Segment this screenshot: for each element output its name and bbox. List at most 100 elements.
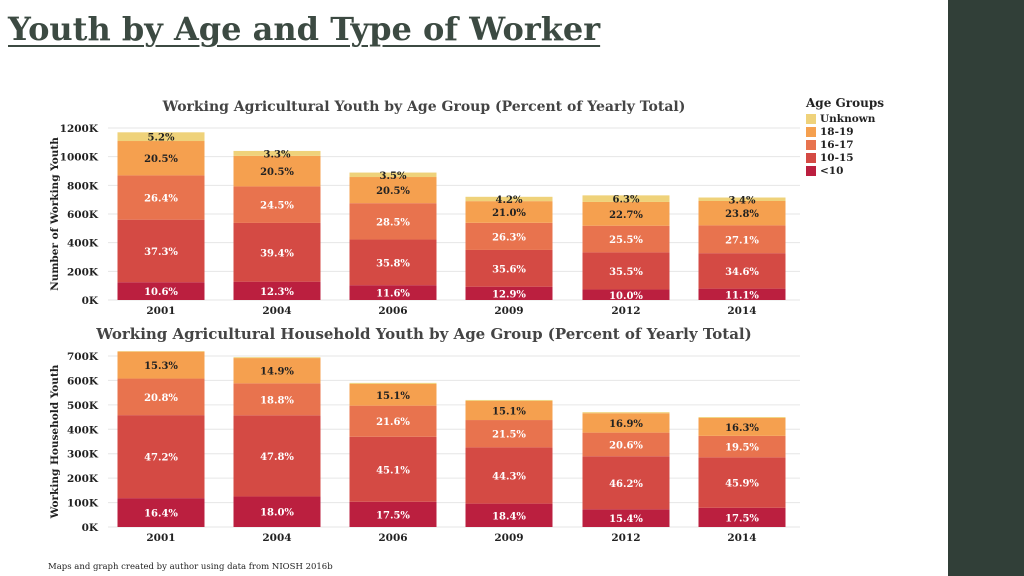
x-tick-label: 2012 bbox=[611, 532, 640, 544]
legend-item-16-17: 16-17 bbox=[806, 138, 884, 151]
data-label: 39.4% bbox=[260, 248, 294, 259]
data-label: 3.4% bbox=[729, 195, 756, 206]
y-tick-label: 600K bbox=[67, 209, 99, 221]
bar-segment bbox=[233, 150, 321, 156]
bar-segment bbox=[465, 420, 553, 448]
data-label: 25.5% bbox=[609, 235, 643, 246]
bar-segment bbox=[117, 415, 205, 499]
data-label: 19.5% bbox=[725, 443, 759, 454]
data-label: 46.2% bbox=[609, 479, 643, 490]
bar-segment bbox=[117, 132, 205, 142]
data-label: 18.0% bbox=[260, 508, 294, 519]
data-label: 17.5% bbox=[376, 510, 410, 521]
bar-segment bbox=[698, 435, 786, 458]
bar-segment bbox=[698, 225, 786, 254]
bar-segment bbox=[117, 378, 205, 416]
data-label: 34.6% bbox=[725, 267, 759, 278]
y-tick-label: 800K bbox=[67, 180, 99, 192]
legend-swatch bbox=[806, 139, 816, 150]
x-tick-label: 2001 bbox=[146, 305, 175, 317]
data-label: 16.4% bbox=[144, 509, 178, 520]
y-tick-label: 200K bbox=[67, 473, 99, 485]
legend-swatch bbox=[806, 126, 816, 137]
bar-segment bbox=[465, 201, 553, 223]
bar-segment bbox=[233, 383, 321, 416]
y-tick-label: 100K bbox=[67, 498, 99, 510]
x-tick-label: 2004 bbox=[262, 305, 291, 317]
x-tick-label: 2012 bbox=[611, 305, 640, 317]
bar-segment bbox=[349, 177, 437, 204]
data-label: 26.3% bbox=[492, 232, 526, 243]
bar-segment bbox=[349, 436, 437, 502]
data-label: 21.0% bbox=[492, 208, 526, 219]
legend-label: 10-15 bbox=[820, 151, 854, 164]
legend-item-10-15: 10-15 bbox=[806, 151, 884, 164]
bar-segment bbox=[349, 501, 437, 527]
data-label: 27.1% bbox=[725, 235, 759, 246]
data-label: 37.3% bbox=[144, 247, 178, 258]
legend: Age Groups Unknown 18-19 16-17 10-15 <10 bbox=[806, 96, 884, 177]
bar-segment bbox=[582, 195, 670, 202]
bar-segment bbox=[465, 447, 553, 504]
legend-item-under-10: <10 bbox=[806, 164, 884, 177]
bar-segment bbox=[349, 383, 437, 406]
data-label: 11.6% bbox=[376, 289, 410, 300]
bar-segment bbox=[698, 253, 786, 289]
data-label: 20.5% bbox=[260, 167, 294, 178]
y-tick-label: 700K bbox=[67, 351, 99, 363]
bar-segment bbox=[465, 286, 553, 300]
data-label: 15.4% bbox=[609, 514, 643, 525]
data-label: 22.7% bbox=[609, 210, 643, 221]
data-label: 10.0% bbox=[609, 291, 643, 302]
legend-item-unknown: Unknown bbox=[806, 112, 884, 125]
bar-segment bbox=[117, 219, 205, 283]
data-label: 35.8% bbox=[376, 258, 410, 269]
bar-segment bbox=[349, 239, 437, 286]
bar-segment bbox=[465, 249, 553, 287]
chart-1: Working Agricultural Youth by Age Group … bbox=[49, 99, 800, 317]
x-tick-label: 2006 bbox=[378, 305, 407, 317]
bar-segment bbox=[233, 357, 321, 359]
y-axis-label: Working Household Youth bbox=[49, 364, 61, 519]
bar-segment bbox=[233, 222, 321, 282]
charts-canvas: Working Agricultural Youth by Age Group … bbox=[49, 99, 800, 544]
bar-segment bbox=[698, 507, 786, 527]
side-band bbox=[948, 0, 1024, 576]
data-label: 21.5% bbox=[492, 430, 526, 441]
legend-item-18-19: 18-19 bbox=[806, 125, 884, 138]
data-label: 35.5% bbox=[609, 267, 643, 278]
bar-segment bbox=[698, 417, 786, 436]
slide-title: Youth by Age and Type of Worker bbox=[8, 10, 601, 48]
data-label: 4.2% bbox=[496, 195, 523, 206]
data-label: 28.5% bbox=[376, 217, 410, 228]
x-tick-label: 2004 bbox=[262, 532, 291, 544]
bar-segment bbox=[465, 196, 553, 202]
data-label: 14.9% bbox=[260, 367, 294, 378]
bar-segment bbox=[349, 285, 437, 300]
y-tick-label: 200K bbox=[67, 266, 99, 278]
legend-swatch bbox=[806, 152, 816, 163]
data-label: 5.2% bbox=[148, 133, 175, 144]
bar-segment bbox=[117, 498, 205, 527]
bar-segment bbox=[698, 288, 786, 300]
data-label: 12.9% bbox=[492, 289, 526, 300]
y-tick-label: 600K bbox=[67, 375, 99, 387]
bar-segment bbox=[582, 201, 670, 226]
bar-segment bbox=[117, 351, 205, 352]
bar-segment bbox=[698, 457, 786, 508]
bar-segment bbox=[465, 399, 553, 401]
bar-segment bbox=[698, 417, 786, 418]
y-tick-label: 300K bbox=[67, 449, 99, 461]
bar-segment bbox=[349, 405, 437, 437]
data-label: 26.4% bbox=[144, 194, 178, 205]
data-label: 20.5% bbox=[144, 154, 178, 165]
data-label: 47.8% bbox=[260, 452, 294, 463]
x-tick-label: 2014 bbox=[727, 532, 756, 544]
y-tick-label: 0K bbox=[82, 295, 99, 307]
chart-2: Working Agricultural Household Youth by … bbox=[49, 325, 800, 544]
x-tick-label: 2009 bbox=[494, 532, 523, 544]
data-label: 20.5% bbox=[376, 186, 410, 197]
bar-segment bbox=[233, 281, 321, 300]
x-tick-label: 2014 bbox=[727, 305, 756, 317]
y-tick-label: 0K bbox=[82, 522, 99, 534]
